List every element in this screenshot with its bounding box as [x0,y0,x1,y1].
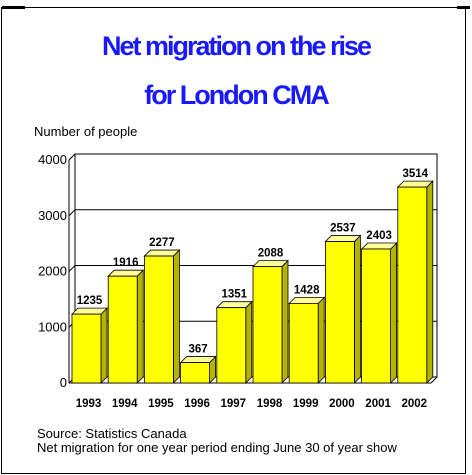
x-tick-label: 1994 [112,398,138,410]
data-label: 1351 [222,289,248,301]
bar-top [396,180,434,188]
bar [252,266,283,384]
bar-top [360,242,398,250]
bar [324,241,355,384]
bar-top [71,307,108,315]
floor-edge [430,376,438,384]
x-tick-label: 1995 [148,398,174,410]
bar-top [143,249,181,257]
bar [107,275,138,384]
chart-title-line-2: for London CMA [144,80,329,110]
data-label: 2088 [258,248,284,260]
bar [71,313,102,384]
bar-top [107,269,145,277]
y-tick-label: 0 [60,375,67,390]
data-label: 367 [189,344,208,356]
bar-side [136,269,144,384]
y-tick-label: 2000 [38,264,67,279]
y-tick-label: 4000 [38,152,67,167]
chart-title-line-1: Net migration on the rise [101,31,372,61]
data-label: 1916 [113,257,139,269]
x-tick-label: 1993 [76,398,102,410]
bar [397,186,428,384]
source-note: Source: Statistics Canada [37,426,187,441]
bar-side [172,249,180,384]
footnote: Net migration for one year period ending… [37,440,397,455]
bar-side [353,234,361,384]
bar [288,302,319,384]
bar-top [288,296,326,304]
bar [143,255,174,384]
bar-side [100,307,108,384]
bar-side [390,242,398,384]
x-tick-label: 2001 [365,398,391,410]
y-tick-label: 3000 [38,208,67,223]
x-tick-label: 1999 [293,398,319,410]
bar-side [245,300,253,384]
gridline-depth [68,209,76,217]
data-label: 2403 [366,230,392,242]
bar [361,248,392,384]
data-label: 1428 [294,284,320,296]
x-tick-label: 2000 [329,398,355,410]
data-label: 1235 [77,295,103,307]
data-label: 2277 [149,237,175,249]
data-label: 3514 [403,168,429,180]
x-tick-label: 2002 [402,398,428,410]
y-axis-label: Number of people [34,124,138,139]
gridline-depth [68,153,76,161]
gridline-depth [68,265,76,272]
bar-top [324,235,362,242]
bar-top [252,260,289,267]
x-tick-label: 1996 [184,398,210,410]
bar-side [317,296,325,384]
bar-side [426,180,434,384]
bar [180,362,211,384]
bar-top [215,301,253,309]
data-label: 2537 [330,223,356,235]
x-tick-label: 1997 [221,398,247,410]
bar-top [179,356,217,363]
x-tick-label: 1998 [257,398,283,410]
bar-side [281,259,289,384]
bar [216,307,247,384]
plot-area: 0 1000 2000 3000 4000 1235 1993 1916 1994 2277 199… [38,152,438,410]
y-tick-label: 1000 [38,319,67,334]
